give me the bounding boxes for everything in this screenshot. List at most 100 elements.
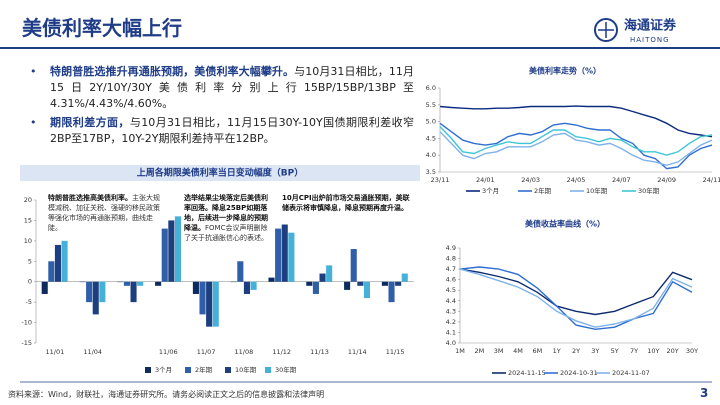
bar <box>395 281 402 286</box>
bar <box>237 261 244 282</box>
y-tick-label: 20 <box>24 196 32 204</box>
bar <box>275 228 282 282</box>
bar <box>168 220 175 282</box>
bar <box>268 277 275 282</box>
bar <box>206 281 213 327</box>
legend-label: 2年期 <box>534 186 552 195</box>
bar <box>306 281 313 286</box>
y-tick-label: 4.5 <box>446 286 456 294</box>
x-tick-label: 11/07 <box>197 348 216 356</box>
annotation-bold: 选举结果尘埃落定后美债利率回落。降息25BP如期落地，后续进一步降息的预期降温。 <box>184 194 268 232</box>
page-number: 3 <box>700 386 709 400</box>
bar <box>174 216 182 282</box>
bar <box>86 281 93 303</box>
x-tick-label: 24/07 <box>612 176 631 184</box>
x-tick-label: 11/14 <box>348 348 367 356</box>
legend-swatch <box>145 367 151 373</box>
bar <box>281 224 288 282</box>
y-tick-label: 4.0 <box>426 151 436 159</box>
line <box>459 266 693 331</box>
x-tick-label: 1M <box>455 347 465 355</box>
legend-swatch <box>225 367 231 373</box>
y-tick-label: -15 <box>21 339 32 347</box>
line <box>439 131 713 167</box>
legend-swatch <box>185 367 191 373</box>
chart-title: 美债利率走势（%） <box>529 66 601 76</box>
x-tick-label: 11/15 <box>386 348 405 356</box>
x-tick-label: 30Y <box>686 347 698 355</box>
y-tick-label: 10 <box>24 237 32 245</box>
legend-label: 2年期 <box>195 365 213 374</box>
x-tick-label: 24/01 <box>476 176 495 184</box>
annotation-text: FOMC会议声明删除了关于抗通胀信心的表述。 <box>184 224 268 242</box>
x-tick-label: 11/08 <box>235 348 254 356</box>
bar <box>48 261 55 282</box>
y-tick-label: 4.1 <box>446 328 456 336</box>
bullet: 特朗普胜选推升再通胀预期，美债利率大幅攀升。与10月31日相比，11月15日2Y… <box>22 64 414 112</box>
legend-label: 2024-11-15 <box>508 369 546 377</box>
bar <box>161 228 168 282</box>
y-tick-label: -5 <box>26 298 32 306</box>
x-tick-label: 11/06 <box>159 348 178 356</box>
y-tick-label: -10 <box>21 319 32 327</box>
bullet-bold: 期限利差方面， <box>50 116 130 129</box>
line <box>439 122 713 170</box>
line <box>459 268 693 316</box>
x-tick-label: 4M <box>513 347 523 355</box>
bar <box>99 281 106 303</box>
bar <box>41 281 48 294</box>
y-tick-label: 0 <box>28 278 32 286</box>
y-tick-label: 4.6 <box>446 276 456 284</box>
x-tick-label: 24/03 <box>521 176 540 184</box>
bar <box>326 265 333 282</box>
x-tick-label: 11/12 <box>272 348 291 356</box>
y-tick-label: 4.2 <box>446 318 456 326</box>
x-tick-label: 2Y <box>572 347 580 355</box>
x-tick-label: 2M <box>474 347 484 355</box>
y-tick-label: 4.7 <box>446 265 456 273</box>
x-tick-label: 10Y <box>647 347 659 355</box>
bar <box>61 240 68 282</box>
page-title: 美债利率大幅上行 <box>22 16 182 40</box>
legend-label: 3个月 <box>482 187 499 195</box>
line <box>439 126 713 156</box>
x-tick-label: 24/11 <box>703 176 720 184</box>
y-tick-label: 4.8 <box>446 255 456 263</box>
x-tick-label: 20Y <box>667 347 679 355</box>
annotation: 10月CPI出炉前市场交易通胀预期，美联储表示将审慎降息，降息预期再度升温。 <box>282 193 412 213</box>
bullet-bold: 特朗普胜选推升再通胀预期，美债利率大幅攀升。 <box>50 65 295 78</box>
bar <box>137 281 144 286</box>
bar <box>363 281 371 299</box>
x-tick-label: 24/09 <box>657 176 676 184</box>
x-tick-label: 5Y <box>611 347 619 355</box>
bullet-text: 与10月31日相比，11月15日30Y-10Y国债期限利差收窄2BP至17BP，… <box>50 116 414 145</box>
legend-label: 30年期 <box>275 365 297 374</box>
legend-label: 2024-11-07 <box>612 369 650 377</box>
line <box>459 268 693 328</box>
bar <box>92 281 99 315</box>
y-tick-label: 5.0 <box>426 118 436 126</box>
annotation-bold: 特朗普胜选推高美债利率。 <box>48 194 132 202</box>
bar <box>130 281 137 303</box>
bar <box>123 281 130 286</box>
x-tick-label: 11/13 <box>310 348 329 356</box>
bar <box>288 232 295 282</box>
bullet: 期限利差方面，与10月31日相比，11月15日30Y-10Y国债期限利差收窄2B… <box>22 115 414 147</box>
legend-label: 30年期 <box>638 186 660 195</box>
bar <box>350 249 357 282</box>
bar <box>199 281 206 315</box>
legend-label: 2024-10-31 <box>560 369 598 377</box>
y-tick-label: 5 <box>28 257 32 265</box>
footer-source: 资料来源：Wind，财联社，海通证券研究所。请务必阅读正文之后的信息披露和法律声… <box>8 390 325 399</box>
bar <box>357 281 364 286</box>
bar <box>381 281 388 286</box>
bar <box>243 281 250 294</box>
legend-swatch <box>265 367 271 373</box>
bar-title-band <box>20 165 420 181</box>
bar <box>401 273 408 282</box>
x-tick-label: 3Y <box>591 347 599 355</box>
y-tick-label: 5.5 <box>426 101 436 109</box>
line <box>439 105 713 138</box>
chart-title: 美债收益率曲线（%） <box>525 219 605 229</box>
